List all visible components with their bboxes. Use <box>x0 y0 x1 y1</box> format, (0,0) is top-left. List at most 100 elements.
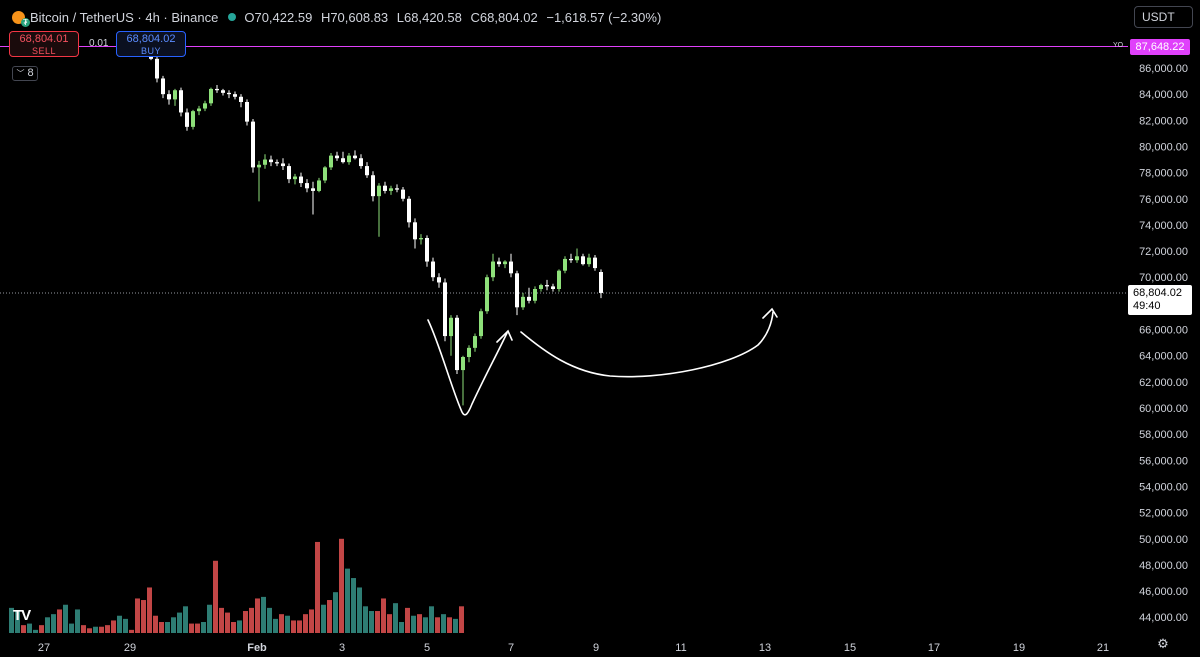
tradingview-logo-icon[interactable]: TV <box>13 607 31 624</box>
volume-bar <box>261 596 266 633</box>
price-tick-label: 52,000.00 <box>1139 508 1188 520</box>
candle-body <box>473 336 477 348</box>
candle <box>311 181 315 215</box>
price-tick-label: 46,000.00 <box>1139 586 1188 598</box>
candle <box>407 196 411 228</box>
candle-body <box>191 111 195 127</box>
time-tick-label: 27 <box>38 642 50 654</box>
candle <box>377 183 381 237</box>
candle-body <box>425 238 429 262</box>
sell-button[interactable]: 68,804.01 SELL <box>9 31 79 57</box>
volume-bar <box>447 617 452 633</box>
volume-bar <box>189 623 194 633</box>
candle-body <box>539 285 543 289</box>
candle-body <box>353 155 357 159</box>
candle <box>179 87 183 117</box>
candle-body <box>281 163 285 167</box>
candle <box>437 273 441 288</box>
volume-bar <box>405 607 410 633</box>
candle-body <box>413 222 417 240</box>
buy-price: 68,804.02 <box>126 33 176 45</box>
time-tick-label: 17 <box>928 642 940 654</box>
volume-bar <box>411 615 416 633</box>
volume-bar <box>303 614 308 633</box>
candle <box>533 286 537 304</box>
candle <box>449 315 453 356</box>
candle <box>539 283 543 292</box>
volume-bar <box>291 620 296 633</box>
candle <box>287 163 291 184</box>
candle <box>365 162 369 178</box>
candle-body <box>317 180 321 191</box>
v-bottom-drawing <box>427 319 508 416</box>
candle <box>401 187 405 202</box>
candle-body <box>449 317 453 337</box>
time-tick-label: 7 <box>508 642 514 654</box>
candle <box>383 181 387 194</box>
candle-body <box>359 158 363 167</box>
candle <box>479 308 483 339</box>
currency-select[interactable]: USDT <box>1134 6 1193 28</box>
volume-bar <box>135 598 140 633</box>
candle-body <box>185 112 189 127</box>
volume-bar <box>327 600 332 633</box>
candle-body <box>377 185 381 197</box>
volume-bar <box>417 614 422 633</box>
indicators-toggle-button[interactable]: ﹀ 8 <box>12 66 38 81</box>
candle-body <box>347 155 351 163</box>
curve-drawing <box>520 311 774 378</box>
candle <box>221 88 225 96</box>
candle <box>425 235 429 267</box>
candle <box>473 333 477 352</box>
candle-body <box>575 256 579 261</box>
candle <box>575 248 579 263</box>
candle <box>161 75 165 99</box>
candle <box>551 283 555 292</box>
candle-body <box>503 261 507 265</box>
candle <box>497 257 501 267</box>
volume-bar <box>57 609 62 633</box>
volume-bar <box>15 611 20 633</box>
buy-button[interactable]: 68,804.02 BUY <box>116 31 186 57</box>
candle <box>299 172 303 187</box>
time-axis[interactable]: 27 29 Feb 3 5 7 9 11 13 15 17 19 21 <box>38 642 1109 654</box>
candle-body <box>389 188 393 191</box>
candle <box>173 88 177 106</box>
candle-body <box>461 357 465 371</box>
volume-bar <box>387 614 392 633</box>
candle <box>245 99 249 126</box>
candle <box>257 160 261 202</box>
volume-bar <box>117 615 122 633</box>
candle <box>599 269 603 299</box>
volume-bar <box>273 618 278 633</box>
volume-bar <box>129 629 134 633</box>
volume-bar <box>123 618 128 633</box>
candle <box>563 256 567 274</box>
volume-bar <box>93 626 98 633</box>
indicators-count: 8 <box>27 67 34 79</box>
candle <box>443 278 447 342</box>
settings-icon[interactable]: ⚙ <box>1157 636 1169 651</box>
volume-bar <box>51 614 56 633</box>
time-tick-label: Feb <box>247 642 267 654</box>
candle-body <box>179 90 183 113</box>
chevron-down-icon: ﹀ <box>16 69 25 78</box>
symbol-title[interactable]: Bitcoin / TetherUS · 4h · Binance <box>30 9 219 25</box>
candle-body <box>395 188 399 190</box>
candle-body <box>299 176 303 184</box>
price-tick-label: 66,000.00 <box>1139 325 1188 337</box>
price-axis[interactable]: 86,000.00 84,000.00 82,000.00 80,000.00 78,0… <box>1139 63 1188 624</box>
candle <box>455 315 459 374</box>
candle-body <box>173 90 177 100</box>
candle-body <box>233 94 237 97</box>
sell-label: SELL <box>31 46 57 56</box>
candle <box>395 184 399 193</box>
price-tick-label: 84,000.00 <box>1139 89 1188 101</box>
candle-body <box>215 88 219 91</box>
hand-drawn-annotation <box>427 307 778 416</box>
price-tick-label: 86,000.00 <box>1139 63 1188 75</box>
candle <box>293 173 297 185</box>
candle <box>275 159 279 167</box>
time-tick-label: 21 <box>1097 642 1109 654</box>
